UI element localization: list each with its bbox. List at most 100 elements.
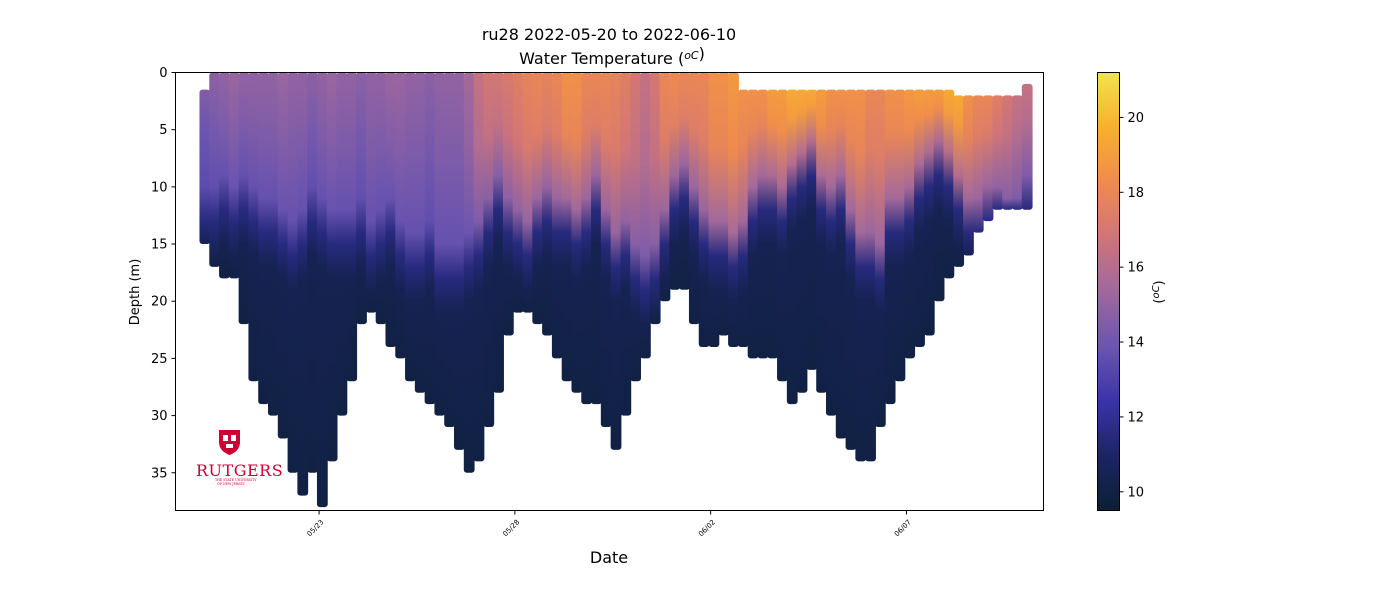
colorbar <box>1097 72 1120 511</box>
y-tick-label: 0 <box>159 66 167 81</box>
profile-column <box>679 72 690 290</box>
chart-title: ru28 2022-05-20 to 2022-06-10 <box>482 25 736 44</box>
profile-column <box>757 89 769 359</box>
profile-column <box>767 89 779 359</box>
profile-column <box>238 72 250 325</box>
plot-frame <box>175 72 1044 511</box>
colorbar-tick-label: 10 <box>1128 485 1145 500</box>
profile-column <box>600 72 612 428</box>
profile-column <box>326 72 338 462</box>
profile-column <box>316 72 328 508</box>
y-tick-label: 15 <box>151 238 168 253</box>
profile-column <box>1002 95 1013 210</box>
profile-column <box>747 89 759 359</box>
profile-column <box>385 72 397 347</box>
profile-column <box>542 72 553 336</box>
profile-column <box>219 72 230 279</box>
profile-column <box>287 72 299 473</box>
profile-column <box>463 72 475 473</box>
profile-column <box>610 72 622 450</box>
colorbar-tick-label: 20 <box>1128 111 1145 126</box>
plot-area <box>199 72 1033 508</box>
y-tick-label: 20 <box>151 295 168 310</box>
profile-column <box>659 72 671 302</box>
logo-wordmark: RUTGERS <box>196 461 283 480</box>
profile-column <box>923 89 935 336</box>
y-tick-label: 25 <box>151 352 168 367</box>
profile-column <box>228 72 240 279</box>
profile-column <box>982 95 994 222</box>
profile-column <box>826 89 837 416</box>
profile-column <box>777 89 788 382</box>
y-tick-label: 10 <box>151 180 168 195</box>
profile-column <box>874 89 886 428</box>
profile-column <box>816 89 827 393</box>
profile-column <box>454 72 465 450</box>
profile-column <box>1021 83 1033 210</box>
profile-column <box>336 72 348 416</box>
profile-column <box>698 72 710 347</box>
colorbar-tick-label: 18 <box>1128 186 1145 201</box>
profile-column <box>405 72 416 382</box>
profile-column <box>277 72 289 439</box>
profile-column <box>199 89 211 245</box>
profile-column <box>786 89 798 405</box>
profile-column <box>855 89 867 462</box>
logo-tagline-2: OF NEW JERSEY <box>217 482 246 486</box>
y-tick-label: 5 <box>159 123 167 138</box>
profile-column <box>796 89 808 393</box>
profile-column <box>561 72 573 382</box>
profile-column <box>483 72 495 428</box>
x-axis: 05/23 05/28 06/02 06/07 <box>306 510 913 538</box>
profile-column <box>845 89 857 450</box>
profile-column <box>581 72 593 405</box>
profile-column <box>248 72 260 382</box>
profile-column <box>532 72 544 325</box>
colorbar-tick-label: 16 <box>1128 261 1145 276</box>
profile-column <box>522 72 534 313</box>
profile-column <box>414 72 426 393</box>
profile-column <box>865 89 876 462</box>
logo-tagline-1: THE STATE UNIVERSITY <box>215 478 257 482</box>
profile-column <box>914 89 925 347</box>
profile-column <box>395 72 407 359</box>
profile-column <box>884 89 896 405</box>
profile-column <box>708 72 720 347</box>
profile-column <box>728 72 739 347</box>
profile-column <box>718 72 730 336</box>
profile-column <box>512 72 524 313</box>
shield-icon <box>219 430 240 455</box>
subtitle-unit-super: oC <box>684 49 699 62</box>
profile-column <box>806 89 818 370</box>
profile-column <box>894 89 906 382</box>
rutgers-logo: RUTGERS THE STATE UNIVERSITY OF NEW JERS… <box>196 430 283 486</box>
profile-column <box>502 72 514 336</box>
profile-column <box>434 72 446 416</box>
profile-column <box>571 72 583 393</box>
x-tick-label: 05/28 <box>501 518 521 538</box>
profile-column <box>258 72 269 405</box>
profile-column <box>424 72 436 405</box>
profile-column <box>933 89 945 302</box>
profile-column <box>953 95 965 267</box>
y-tick-label: 30 <box>151 409 168 424</box>
profile-column <box>375 72 387 325</box>
profile-column <box>943 89 955 279</box>
profile-column <box>620 72 632 416</box>
profile-column <box>297 72 309 496</box>
profile-column <box>209 72 221 267</box>
profile-column <box>992 95 1004 210</box>
x-axis-label: Date <box>590 548 628 567</box>
profile-column <box>307 72 318 473</box>
profile-column <box>1012 95 1023 210</box>
y-tick-label: 35 <box>151 466 168 481</box>
profile-column <box>493 72 504 393</box>
colorbar-unit-super: oC <box>1151 285 1162 298</box>
profile-column <box>972 95 984 233</box>
profile-column <box>551 72 563 359</box>
profile-column <box>835 89 847 439</box>
x-tick-label: 06/02 <box>697 518 717 538</box>
y-axis: 0 5 10 15 20 25 30 35 <box>151 66 176 481</box>
profile-column <box>963 95 974 256</box>
